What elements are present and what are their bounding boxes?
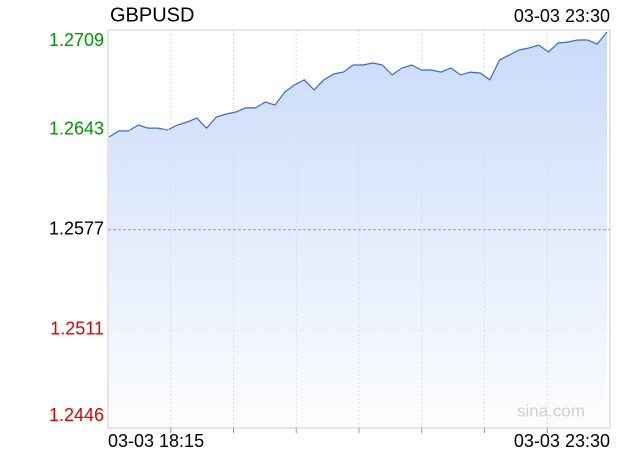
y-tick-label: 1.2643 [49,119,104,139]
line [108,31,608,138]
x-end-label: 03-03 23:30 [514,431,610,451]
y-tick-label: 1.2511 [50,318,104,338]
y-tick-label: 1.2446 [49,405,104,425]
timestamp: 03-03 23:30 [514,6,610,26]
y-tick-label: 1.2709 [49,30,104,50]
x-start-label: 03-03 18:15 [108,431,204,451]
watermark: sina.com [517,401,585,420]
y-tick-label: 1.2577 [49,219,104,239]
chart-title: GBPUSD [110,4,194,26]
